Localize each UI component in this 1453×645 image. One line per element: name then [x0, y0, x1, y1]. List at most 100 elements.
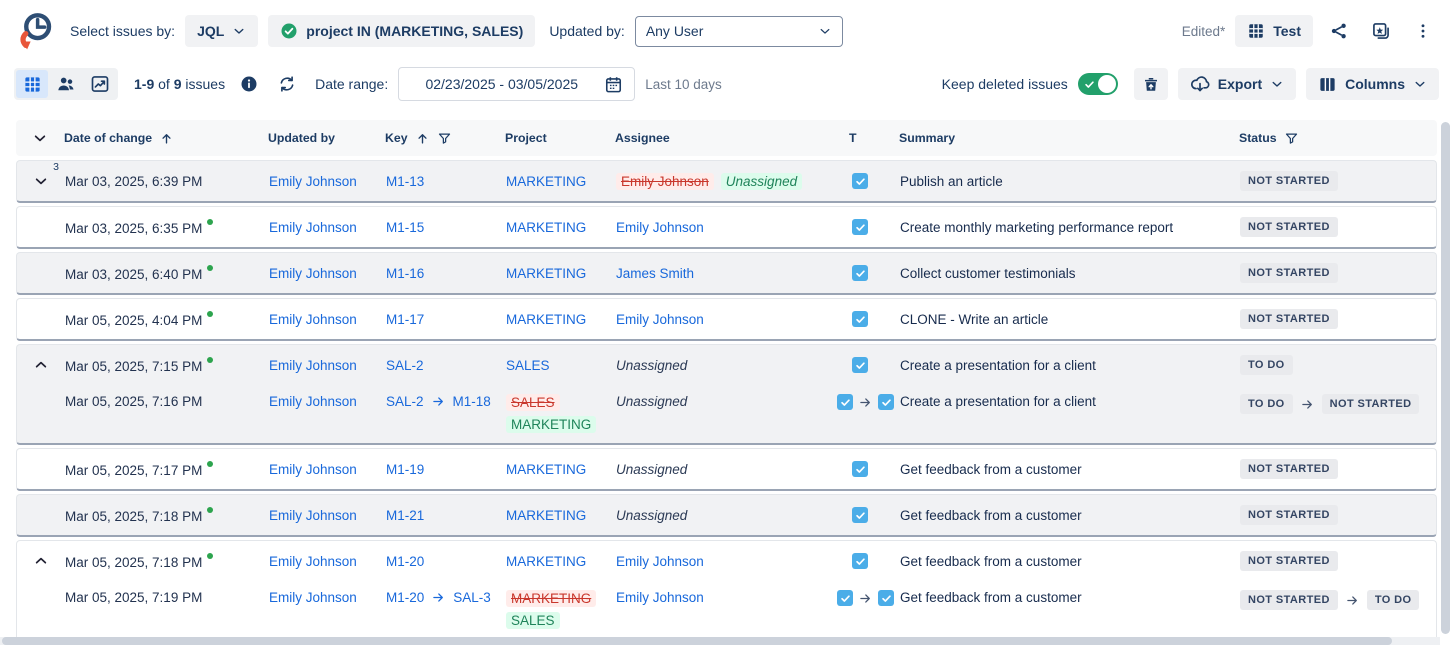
calendar-icon[interactable] [602, 73, 624, 95]
share-button[interactable] [1323, 15, 1355, 47]
deleted-issues-button[interactable] [1134, 68, 1168, 100]
updated-by-link[interactable]: Emily Johnson [269, 174, 357, 189]
updated-by-link[interactable]: Emily Johnson [269, 394, 357, 409]
column-header-status[interactable]: Status [1239, 131, 1437, 146]
updated-by-cell: Emily Johnson [269, 220, 386, 235]
chart-view-tab[interactable] [84, 70, 116, 98]
date-range-input[interactable] [409, 75, 594, 93]
columns-button[interactable]: Columns [1306, 68, 1439, 100]
updated-by-link[interactable]: Emily Johnson [269, 554, 357, 569]
refresh-button[interactable] [273, 70, 301, 98]
assignee-cell: Emily Johnson [616, 312, 850, 327]
mode-selector-value: JQL [197, 23, 224, 39]
updated-by-cell: Emily Johnson [269, 554, 386, 569]
expand-group-button[interactable]: 3 [31, 171, 51, 191]
assignee-cell: Emily Johnson [616, 590, 850, 605]
key-link[interactable]: M1-15 [386, 220, 424, 235]
status-cell: NOT STARTED [1240, 505, 1436, 525]
sort-asc-icon[interactable] [415, 131, 430, 146]
collapse-group-button[interactable] [31, 551, 51, 571]
mode-selector-button[interactable]: JQL [185, 15, 258, 47]
project-link[interactable]: MARKETING [506, 174, 586, 189]
project-link[interactable]: MARKETING [506, 462, 586, 477]
status-badge: TO DO [1240, 355, 1293, 375]
key-link[interactable]: M1-20 [386, 554, 424, 569]
column-header-project[interactable]: Project [505, 131, 615, 145]
project-removed: MARKETING [506, 590, 596, 607]
key-link[interactable]: M1-13 [386, 174, 424, 189]
views-gallery-icon [1371, 21, 1391, 41]
assignee-link[interactable]: Emily Johnson [616, 312, 704, 327]
issue-type-cell [850, 173, 900, 189]
project-added: SALES [506, 612, 560, 629]
updated-by-link[interactable]: Emily Johnson [269, 508, 357, 523]
views-gallery-button[interactable] [1365, 15, 1397, 47]
project-link[interactable]: SALES [506, 358, 550, 373]
current-view-name: Test [1273, 23, 1301, 39]
people-view-tab[interactable] [50, 70, 82, 98]
key-link[interactable]: M1-19 [386, 462, 424, 477]
grid-view-tab[interactable] [16, 70, 48, 98]
updated-by-select[interactable]: Any User [635, 16, 843, 47]
key-link[interactable]: M1-21 [386, 508, 424, 523]
filter-column-icon[interactable] [437, 131, 452, 146]
key-cell: M1-17 [386, 312, 506, 327]
jql-filter-chip[interactable]: project IN (MARKETING, SALES) [268, 15, 535, 47]
filter-column-icon[interactable] [1284, 131, 1299, 146]
assignee-link[interactable]: Emily Johnson [616, 590, 704, 605]
updated-by-link[interactable]: Emily Johnson [269, 312, 357, 327]
assignee-link[interactable]: Emily Johnson [616, 554, 704, 569]
key-link-new[interactable]: SAL-3 [453, 590, 491, 605]
project-link[interactable]: MARKETING [506, 312, 586, 327]
project-link[interactable]: MARKETING [506, 220, 586, 235]
vertical-scrollbar[interactable] [1441, 122, 1450, 634]
export-button[interactable]: Export [1178, 68, 1296, 100]
issue-summary: CLONE - Write an article [900, 312, 1240, 327]
date-range-label: Date range: [315, 76, 388, 92]
assignee-cell: Unassigned [616, 462, 850, 477]
key-link-old[interactable]: SAL-2 [386, 394, 424, 409]
updated-by-link[interactable]: Emily Johnson [269, 358, 357, 373]
column-header-date[interactable]: Date of change [64, 131, 268, 146]
column-header-summary[interactable]: Summary [899, 131, 1239, 145]
assignee-link[interactable]: James Smith [616, 266, 694, 281]
column-header-updated-by[interactable]: Updated by [268, 131, 385, 145]
collapse-all-button[interactable] [30, 128, 50, 148]
sort-asc-icon[interactable] [159, 131, 174, 146]
transition-arrow-icon [858, 592, 873, 605]
key-link[interactable]: M1-16 [386, 266, 424, 281]
project-cell: MARKETING [506, 508, 616, 523]
key-link-new[interactable]: M1-18 [453, 394, 491, 409]
assignee-link[interactable]: Emily Johnson [616, 220, 704, 235]
column-header-assignee[interactable]: Assignee [615, 131, 849, 145]
updated-by-value: Any User [646, 23, 704, 39]
key-link[interactable]: M1-17 [386, 312, 424, 327]
info-button[interactable] [235, 70, 263, 98]
horizontal-scrollbar[interactable] [2, 637, 1392, 645]
issues-count-of: of [158, 76, 170, 92]
project-link[interactable]: MARKETING [506, 266, 586, 281]
collapse-group-button[interactable] [31, 355, 51, 375]
key-link[interactable]: SAL-2 [386, 358, 424, 373]
history-row-card: Mar 05, 2025, 7:17 PMEmily JohnsonM1-19M… [16, 448, 1437, 491]
updated-by-link[interactable]: Emily Johnson [269, 590, 357, 605]
table-row: Mar 05, 2025, 7:18 PMEmily JohnsonM1-21M… [17, 495, 1436, 535]
keep-deleted-toggle[interactable] [1078, 73, 1118, 95]
project-added: MARKETING [506, 416, 596, 433]
key-link-old[interactable]: M1-20 [386, 590, 424, 605]
updated-by-link[interactable]: Emily Johnson [269, 220, 357, 235]
updated-by-link[interactable]: Emily Johnson [269, 462, 357, 477]
column-header-type[interactable]: T [849, 131, 899, 145]
view-people-icon [56, 74, 76, 94]
more-menu-button[interactable] [1407, 15, 1439, 47]
project-cell: MARKETING [506, 220, 616, 235]
date-of-change: Mar 05, 2025, 7:18 PM [65, 553, 269, 570]
columns-icon [1318, 75, 1337, 94]
assignee-cell: Emily Johnson [616, 554, 850, 569]
project-link[interactable]: MARKETING [506, 508, 586, 523]
current-view-button[interactable]: Test [1235, 15, 1313, 47]
column-header-key[interactable]: Key [385, 131, 505, 146]
task-type-icon [852, 553, 868, 569]
project-link[interactable]: MARKETING [506, 554, 586, 569]
updated-by-link[interactable]: Emily Johnson [269, 266, 357, 281]
